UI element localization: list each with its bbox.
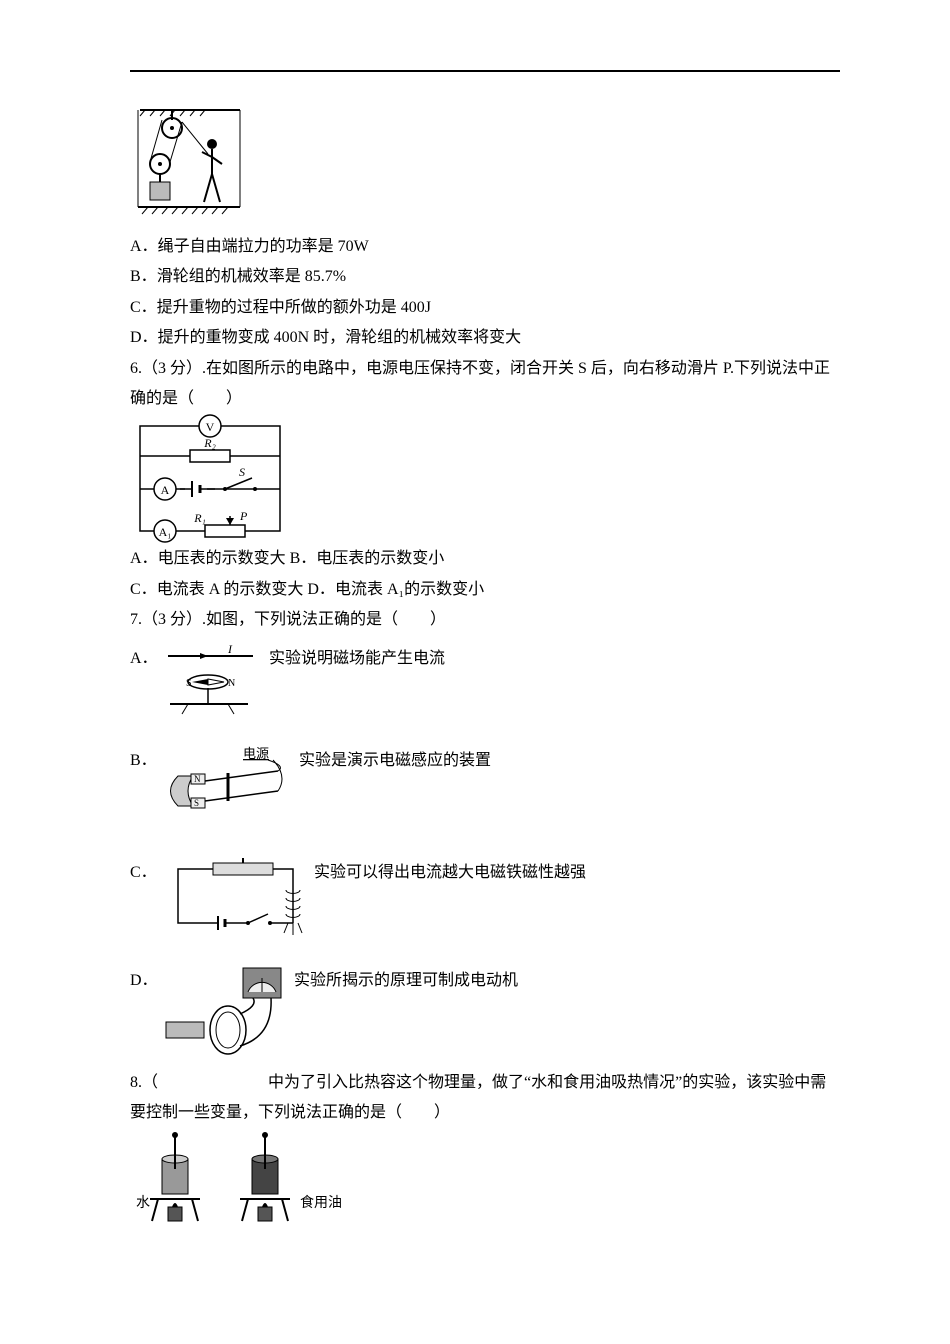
q7b-n-label: N: [194, 774, 201, 784]
q6-stem: 6.（3 分）.在如图所示的电路中，电源电压保持不变，闭合开关 S 后，向右移动…: [130, 354, 840, 415]
q7-b-letter: B．: [130, 746, 158, 776]
q7-d-text: 实验所揭示的原理可制成电动机: [294, 966, 840, 996]
q7-d-figure: [158, 966, 288, 1072]
q6-options-cd: C．电流表 A 的示数变大 D．电流表 A₁的示数变小: [130, 575, 840, 605]
q7-d-letter: D．: [130, 966, 158, 996]
q7-a-letter: A．: [130, 644, 158, 674]
q6-options-ab: A．电压表的示数变大 B．电压表的示数变小: [130, 544, 840, 574]
q7-c-text: 实验可以得出电流越大电磁铁磁性越强: [314, 858, 840, 888]
q7-c-figure: [158, 858, 308, 949]
q8-water-label: 水: [136, 1195, 150, 1211]
q7a-n-label: N: [228, 678, 235, 689]
q7a-i-label: I: [227, 644, 233, 656]
q6-s-label: S: [239, 465, 245, 479]
q8-figure: 水 食用油: [130, 1129, 840, 1239]
q8-oil-label: 食用油: [300, 1194, 342, 1211]
q7b-power-label: 电源: [243, 746, 269, 761]
q7-c-letter: C．: [130, 858, 158, 888]
q7-option-b: B． 电源 N S 实验是演示电磁感应的装置: [130, 746, 840, 842]
q6-c-text: 电流表 A 的示数变大: [157, 581, 304, 598]
q6-a-label: A: [161, 483, 170, 497]
q5-pulley-figure: [130, 102, 840, 232]
page-top-rule: [130, 70, 840, 72]
q8-stem-after: 中为了引入比热容这个物理量，做了“水和食用油吸热情况”的实验，该实验中需要控制一…: [130, 1074, 826, 1121]
q6-circuit-figure: V R₂ A S A₁ R₁: [130, 414, 840, 544]
q5-b-text: 滑轮组的机械效率是 85.7%: [157, 268, 346, 285]
q8-stem-before: 8.（: [130, 1074, 158, 1091]
q7b-s-label: S: [194, 798, 199, 808]
q5-option-c: C．提升重物的过程中所做的额外功是 400J: [130, 293, 840, 323]
q6-d-text: 电流表 A₁的示数变小: [335, 581, 484, 598]
q6-r1-label: R₁: [193, 511, 206, 525]
q7-b-figure: 电源 N S: [158, 746, 293, 842]
q7-a-figure: I S N: [158, 644, 263, 730]
q7-option-c: C．: [130, 858, 840, 949]
q6-p-label: P: [239, 509, 248, 523]
q5-option-b: B．滑轮组的机械效率是 85.7%: [130, 262, 840, 292]
q5-option-d: D．提升的重物变成 400N 时，滑轮组的机械效率将变大: [130, 323, 840, 353]
q5-c-text: 提升重物的过程中所做的额外功是 400J: [157, 299, 431, 316]
q7-a-text: 实验说明磁场能产生电流: [269, 644, 840, 674]
q8-stem: 8.（中为了引入比热容这个物理量，做了“水和食用油吸热情况”的实验，该实验中需要…: [130, 1068, 840, 1129]
q7-option-a: A． I S N 实验说明磁场能产生电流: [130, 644, 840, 730]
q6-a1-label: A₁: [159, 525, 172, 539]
q6-r2-label: R₂: [203, 436, 216, 450]
q7a-s-label: S: [186, 678, 192, 689]
q7-stem: 7.（3 分）.如图，下列说法正确的是（ ）: [130, 605, 840, 635]
q6-a-text: 电压表的示数变大: [158, 550, 286, 567]
q5-option-a: A．绳子自由端拉力的功率是 70W: [130, 232, 840, 262]
q5-a-text: 绳子自由端拉力的功率是 70W: [158, 238, 369, 255]
q7-b-text: 实验是演示电磁感应的装置: [299, 746, 840, 776]
q7-option-d: D． 实验所揭示的原理可制成电动机: [130, 966, 840, 1072]
exam-page: A．绳子自由端拉力的功率是 70W B．滑轮组的机械效率是 85.7% C．提升…: [0, 0, 950, 1279]
q5-d-text: 提升的重物变成 400N 时，滑轮组的机械效率将变大: [158, 329, 522, 346]
q6-b-text: 电压表的示数变小: [316, 550, 444, 567]
q6-v-label: V: [206, 420, 215, 434]
